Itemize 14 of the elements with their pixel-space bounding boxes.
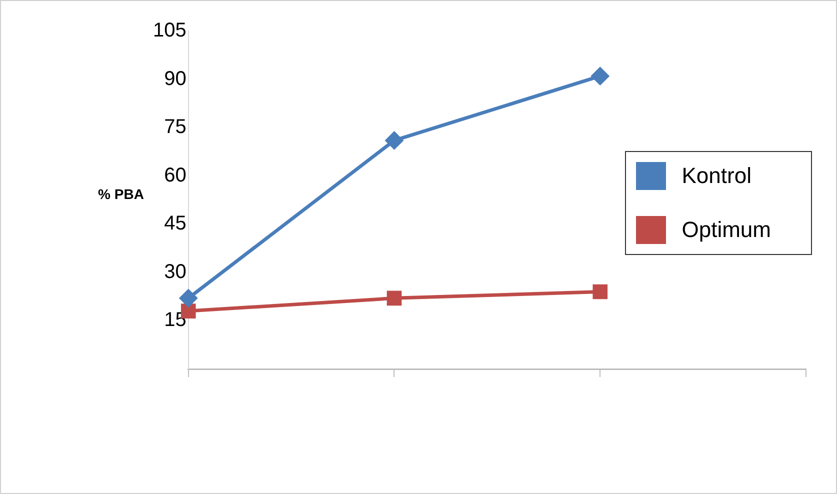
legend-label: Kontrol bbox=[682, 163, 752, 189]
y-tick-label: 90 bbox=[164, 68, 186, 90]
point bbox=[591, 67, 609, 85]
point bbox=[386, 290, 402, 306]
point bbox=[180, 289, 198, 307]
point bbox=[385, 132, 403, 150]
y-tick-label: 75 bbox=[164, 116, 186, 138]
y-tick-label: 30 bbox=[164, 260, 186, 283]
y-tick-label: 45 bbox=[164, 212, 186, 235]
legend-label: Optimum bbox=[682, 217, 771, 243]
y-tick-label: 105 bbox=[152, 20, 186, 42]
point bbox=[592, 284, 608, 300]
y-tick-label: 60 bbox=[164, 164, 186, 186]
y-axis-title: % PBA bbox=[98, 186, 144, 202]
